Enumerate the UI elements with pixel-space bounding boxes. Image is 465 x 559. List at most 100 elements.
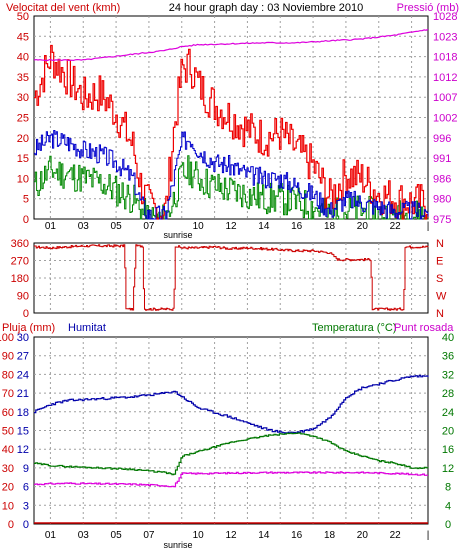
compass-tick: W: [436, 291, 447, 303]
compass-tick: E: [436, 256, 443, 268]
pressure-y-tick: 991: [433, 153, 451, 165]
x-tick-label: 10: [193, 530, 205, 541]
x-tick-label: 22: [390, 530, 402, 541]
rain-y-tick: 70: [2, 388, 14, 400]
rain-y-tick: 40: [2, 444, 14, 456]
rain-y-tick: 20: [2, 482, 14, 494]
wind-y-tick: 20: [17, 133, 29, 145]
humidity-y-tick: 3: [23, 500, 29, 512]
wind-y-tick: 45: [17, 31, 29, 43]
dewpoint-axis-title: Punt rosada: [394, 322, 454, 334]
direction-y-tick: 180: [11, 273, 29, 285]
pressure-y-tick: 980: [433, 194, 451, 206]
compass-tick: S: [436, 273, 443, 285]
wind-y-tick: 0: [23, 214, 29, 226]
pressure-y-tick: 975: [433, 214, 451, 226]
wind-y-tick: 10: [17, 173, 29, 185]
x-tick-label: 16: [291, 221, 303, 232]
x-tick-label: 10: [193, 221, 205, 232]
rain-y-tick: 100: [0, 332, 14, 344]
temperature-y-tick: 36: [442, 351, 454, 363]
temperature-axis-title: Temperatura (°C): [312, 322, 396, 334]
pressure-line: [33, 28, 429, 62]
wind-y-tick: 50: [17, 11, 29, 23]
pressure-axis-title: Pressió (mb): [397, 2, 459, 14]
x-tick-label: 16: [291, 530, 303, 541]
temperature-y-tick: 0: [445, 519, 451, 531]
humidity-y-tick: 21: [17, 388, 29, 400]
pressure-y-tick: 986: [433, 173, 451, 185]
humidity-axis-title: Humitat: [68, 322, 106, 334]
rain-y-tick: 10: [2, 500, 14, 512]
temperature-y-tick: 16: [442, 444, 454, 456]
wind-gust-line: [34, 44, 429, 220]
humidity-y-tick: 15: [17, 426, 29, 438]
x-tick-label: 07: [143, 221, 155, 232]
humidity-y-tick: 9: [23, 463, 29, 475]
wind-avg-line: [34, 130, 429, 220]
rain-y-tick: 90: [2, 351, 14, 363]
x-tick-label: 12: [225, 530, 237, 541]
direction-y-tick: 360: [11, 238, 29, 250]
x-tick-label: 05: [111, 530, 123, 541]
wind-y-tick: 35: [17, 72, 29, 84]
temperature-y-tick: 28: [442, 388, 454, 400]
temperature-y-tick: 20: [442, 426, 454, 438]
sunrise-label-top: sunrise: [163, 230, 192, 240]
sunrise-label-bottom: sunrise: [163, 540, 192, 550]
x-tick-label: 12: [225, 221, 237, 232]
humidity-y-tick: 0: [23, 519, 29, 531]
wind-low-line: [34, 155, 428, 220]
temperature-y-tick: 12: [442, 463, 454, 475]
temperature-line: [34, 432, 429, 476]
direction-y-tick: 0: [23, 308, 29, 320]
temperature-y-tick: 40: [442, 332, 454, 344]
x-tick-label: 14: [258, 530, 270, 541]
humidity-y-tick: 24: [17, 369, 29, 381]
pressure-y-tick: 1023: [433, 31, 457, 43]
temperature-y-tick: 32: [442, 369, 454, 381]
direction-y-tick: 90: [17, 291, 29, 303]
x-tick-label: 20: [357, 221, 369, 232]
pressure-y-tick: 1018: [433, 52, 457, 64]
pressure-y-tick: 1028: [433, 11, 457, 23]
wind-direction-line: [34, 244, 429, 311]
pressure-y-tick: 1002: [433, 113, 457, 125]
rain-y-tick: 30: [2, 463, 14, 475]
pressure-y-tick: 1012: [433, 72, 457, 84]
humidity-line: [34, 374, 429, 434]
rain-axis-title: Pluja (mm): [2, 322, 55, 334]
pressure-y-tick: 996: [433, 133, 451, 145]
rain-y-tick: 0: [8, 519, 14, 531]
humidity-y-tick: 30: [17, 332, 29, 344]
compass-tick: N: [436, 238, 444, 250]
wind-y-tick: 30: [17, 92, 29, 104]
wind-y-tick: 5: [23, 194, 29, 206]
wind-pressure-panel: 0 5 10 15 20 25 30 35 40 45 50 975 980 986 991 996 1002 1…: [17, 11, 458, 232]
chart-title: 24 hour graph day : 03 Noviembre 2010: [169, 2, 363, 14]
wind-y-tick: 40: [17, 52, 29, 64]
rain-y-tick: 60: [2, 407, 14, 419]
wind-y-tick: 15: [17, 153, 29, 165]
humidity-y-tick: 6: [23, 482, 29, 494]
humidity-y-tick: 12: [17, 444, 29, 456]
x-tick-label: 01: [45, 530, 57, 541]
x-tick-label: 03: [78, 530, 90, 541]
pressure-y-tick: 1007: [433, 92, 457, 104]
temperature-y-tick: 4: [445, 500, 451, 512]
wind-y-tick: 25: [17, 113, 29, 125]
x-tick-end: |: [427, 530, 430, 541]
x-tick-label: 01: [45, 221, 57, 232]
humidity-y-tick: 18: [17, 407, 29, 419]
direction-y-tick: 270: [11, 256, 29, 268]
x-tick-label: 20: [357, 530, 369, 541]
rain-y-tick: 50: [2, 426, 14, 438]
x-tick-end: |: [427, 221, 430, 232]
x-tick-label: 18: [324, 530, 336, 541]
x-tick-label: 07: [143, 530, 155, 541]
compass-tick: N: [436, 308, 444, 320]
dewpoint-line: [34, 471, 428, 488]
rain-humidity-temperature-panel: 0102030405060708090100036912151821242730…: [0, 332, 454, 541]
